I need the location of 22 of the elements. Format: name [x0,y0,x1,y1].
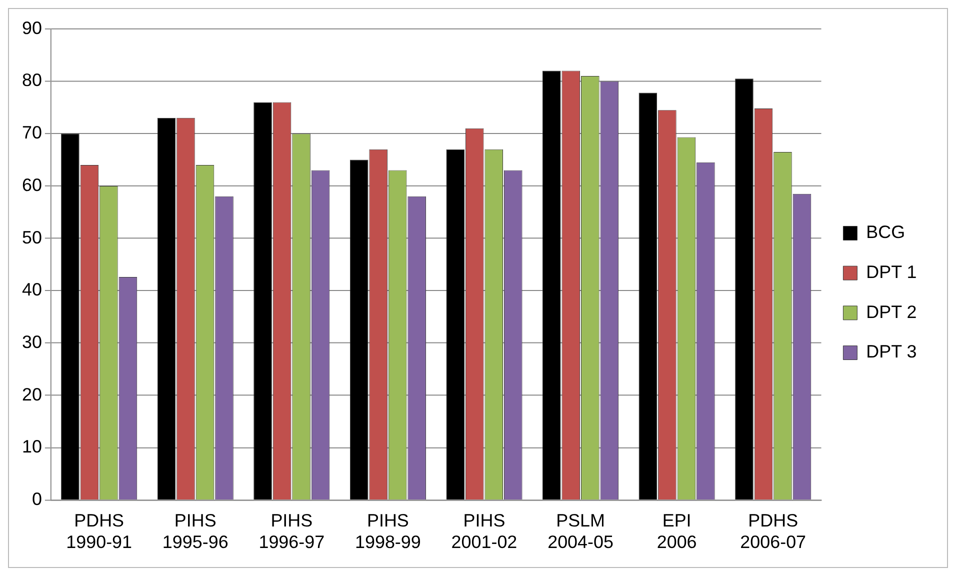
y-tick-label: 20 [22,384,42,404]
y-tick-label: 80 [22,70,42,90]
x-tick-label: EPI 2006 [656,510,697,552]
y-tick-label: 10 [22,436,42,457]
x-tick-label: PDHS 1990-91 [66,510,132,552]
legend-label: DPT 3 [866,342,917,362]
x-tick-label: PIHS 1998-99 [355,510,421,552]
y-tick-label: 40 [22,280,42,300]
y-tick-label: 70 [22,122,42,143]
legend-label: DPT 2 [866,302,917,322]
y-tick-label: 60 [22,174,42,195]
y-tick-label: 30 [22,332,42,352]
x-tick-label: PDHS 2006-07 [740,510,806,552]
x-tick-label: PIHS 1996-97 [258,510,325,552]
y-tick-label: 90 [22,18,42,38]
x-tick-label: PSLM 2004-05 [548,510,614,552]
x-tick-label: PIHS 1995-96 [162,510,228,552]
x-tick-label: PIHS 2001-02 [451,510,518,552]
legend-label: BCG [866,222,906,242]
legend-label: DPT 1 [866,262,917,282]
y-tick-label: 0 [32,489,42,509]
y-tick-label: 50 [22,227,42,248]
